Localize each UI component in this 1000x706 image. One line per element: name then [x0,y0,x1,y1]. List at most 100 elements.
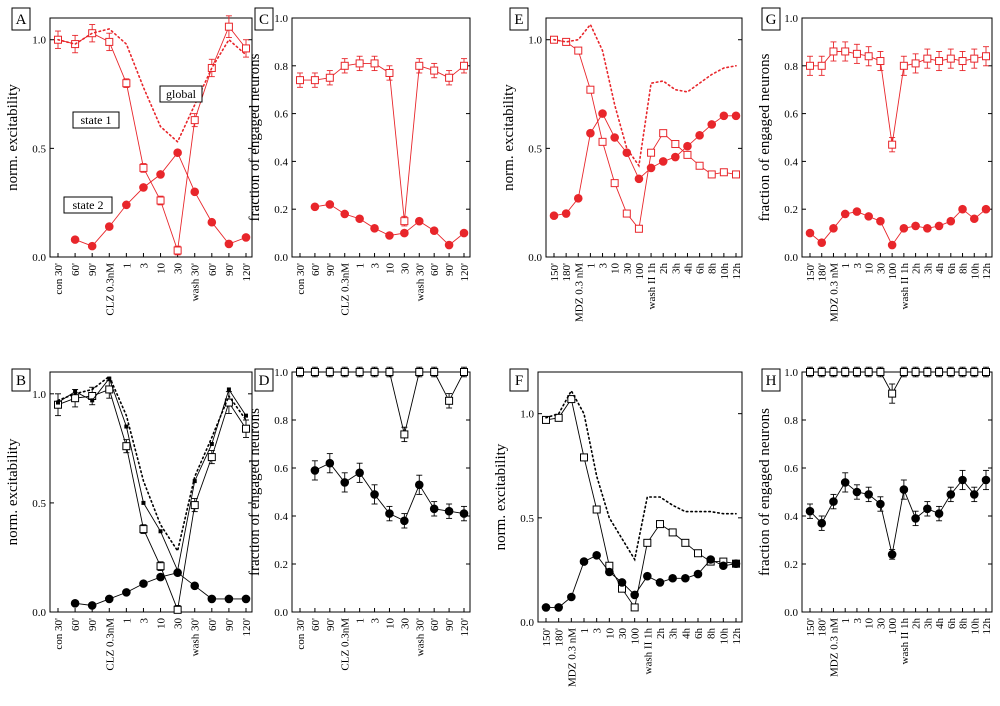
y-tick-label: 0.6 [274,463,288,475]
x-tick-label: 2h [658,263,670,275]
x-tick-label: 90' [444,263,456,276]
data-point [630,590,639,600]
x-tick-label: MDZ 0.3 nM [828,618,840,677]
data-point [355,214,364,224]
x-tick-label: MDZ 0.3 nM [566,628,578,687]
panel-label: E [514,12,523,28]
x-tick-label: con 30' [295,618,307,650]
data-point [841,368,850,376]
x-tick-label: 3h [922,263,934,275]
data-point [806,368,814,376]
data-point [981,204,991,214]
data-point [706,555,715,564]
x-tick-label: MDZ 0.3 nM [573,263,585,322]
data-point [647,148,656,157]
x-tick-label: wash 30' [190,618,202,656]
x-tick-label: 10 [864,618,876,630]
x-tick-label: 6h [695,263,707,275]
panel-label: D [259,373,270,389]
series-filled [549,109,741,221]
data-point [415,368,424,376]
y-tick-label: 0.0 [784,252,798,264]
data-point [707,120,717,129]
y-tick-label: 1.0 [520,409,534,421]
x-tick-label: 6h [693,628,705,640]
data-point [876,57,885,66]
data-point [958,368,967,376]
data-point [541,603,551,612]
data-point [864,212,873,221]
data-point [935,57,944,66]
data-point [876,499,885,509]
data-point [693,569,703,579]
y-tick-label: 0.4 [784,156,798,168]
data-point [561,209,571,218]
x-tick-label: 60' [207,618,219,631]
data-point [190,581,200,591]
x-tick-label: 10 [384,618,396,630]
x-tick-label: 60' [310,263,322,276]
panel-label: G [766,12,777,28]
x-tick-label: 12h [981,618,993,635]
data-point [355,468,364,478]
data-point [683,141,692,151]
data-point [911,221,920,231]
x-tick-label: 90' [325,618,337,631]
data-point [355,59,364,68]
data-point [70,235,80,244]
x-tick-label: 60' [310,618,322,631]
x-tick-label: 30 [622,263,634,275]
data-point [852,49,861,58]
x-tick-label: 100 [887,618,899,635]
data-point [707,170,716,179]
data-point [573,194,583,203]
data-point [946,490,956,499]
data-point [139,163,148,172]
x-tick-label: 30 [399,618,411,630]
series-open [550,35,740,233]
data-point [554,413,563,422]
x-tick-label: 1 [840,618,852,624]
data-point [876,216,885,226]
series-filled [310,453,469,529]
data-point [370,368,379,376]
data-point [887,240,897,250]
data-point [681,538,690,547]
data-point [643,571,652,581]
x-tick-label: 12h [981,263,993,280]
data-point [242,424,250,433]
data-point [104,594,114,604]
x-tick-label: 1 [840,263,852,269]
data-point [659,129,668,138]
data-point [592,505,601,514]
data-point [296,76,304,85]
data-point [643,538,652,547]
data-point [864,368,873,376]
data-point [617,578,627,587]
data-point [310,368,319,376]
data-point [158,529,163,534]
data-point [370,490,379,499]
y-tick-label: 0.0 [520,617,534,629]
data-point [340,209,350,219]
data-point [105,385,114,394]
data-point [400,228,409,238]
data-point [445,73,454,82]
series-line [57,377,247,573]
data-point [242,44,250,53]
axes-frame [291,371,471,613]
x-tick-label: 1 [355,263,367,269]
panel-label-box [11,7,31,31]
data-point [460,61,468,70]
x-tick-label: 3 [370,263,382,269]
x-tick-label: CLZ 0.3nM [104,263,116,316]
data-point [310,202,320,212]
y-tick-label: 0.0 [784,607,798,619]
data-point [911,59,920,68]
data-point [370,224,379,233]
y-tick-label: 0.5 [32,498,46,510]
y-tick-label: 1.0 [784,13,798,25]
series-open [806,366,990,404]
data-point [567,592,576,602]
x-tick-label: 3 [852,618,864,624]
